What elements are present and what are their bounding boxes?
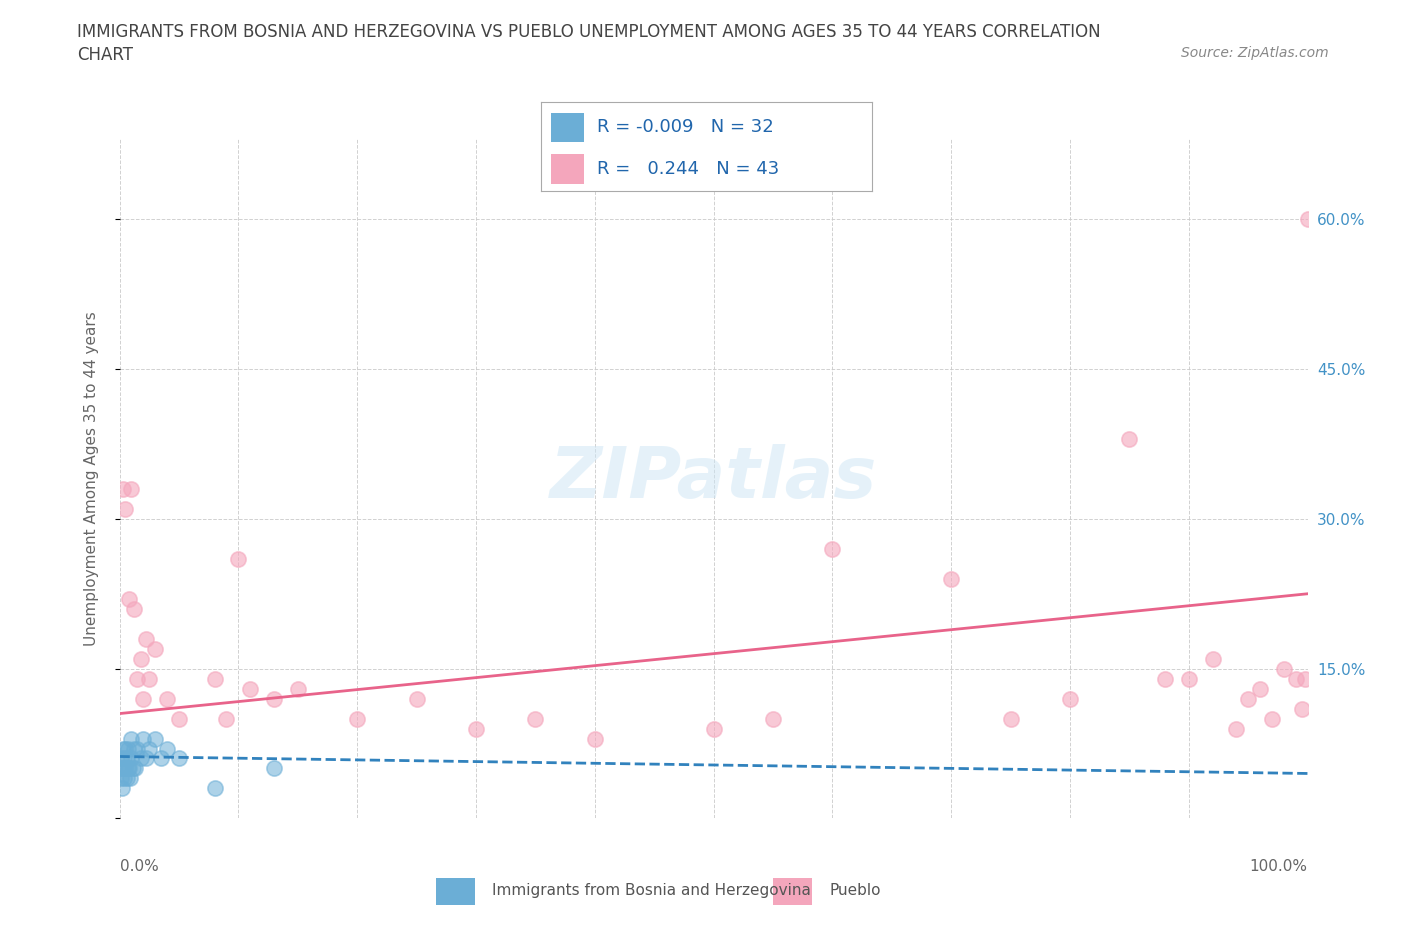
Point — [143, 642, 166, 657]
Point — [115, 771, 138, 786]
Point — [120, 482, 142, 497]
Point — [524, 711, 547, 726]
Point — [215, 711, 238, 726]
Point — [1154, 671, 1177, 686]
Text: Immigrants from Bosnia and Herzegovina: Immigrants from Bosnia and Herzegovina — [492, 883, 811, 898]
Point — [1285, 671, 1308, 686]
Point — [287, 681, 309, 696]
Text: CHART: CHART — [77, 46, 134, 64]
Point — [1261, 711, 1284, 726]
Point — [120, 751, 142, 766]
Point — [263, 761, 285, 776]
Point — [114, 761, 136, 776]
Point — [127, 741, 149, 756]
Point — [122, 741, 145, 756]
Point — [129, 651, 152, 666]
Point — [124, 761, 146, 776]
Point — [1118, 432, 1140, 446]
Point — [111, 781, 134, 796]
Y-axis label: Unemployment Among Ages 35 to 44 years: Unemployment Among Ages 35 to 44 years — [84, 312, 98, 646]
FancyBboxPatch shape — [551, 154, 585, 183]
Point — [117, 741, 139, 756]
Point — [167, 751, 190, 766]
Point — [821, 541, 844, 556]
Point — [132, 691, 155, 706]
Point — [1237, 691, 1260, 706]
Point — [135, 751, 157, 766]
FancyBboxPatch shape — [436, 878, 475, 905]
Point — [939, 571, 962, 586]
Point — [110, 771, 132, 786]
Point — [114, 741, 136, 756]
Point — [138, 741, 160, 756]
Point — [702, 721, 725, 736]
Point — [239, 681, 262, 696]
Point — [167, 711, 190, 726]
Point — [1178, 671, 1201, 686]
Point — [117, 761, 139, 776]
Point — [204, 671, 226, 686]
Point — [204, 781, 226, 796]
Point — [1296, 212, 1319, 227]
Point — [115, 751, 138, 766]
Point — [762, 711, 785, 726]
Point — [129, 751, 152, 766]
Point — [1201, 651, 1223, 666]
Text: 0.0%: 0.0% — [120, 859, 159, 874]
Point — [263, 691, 285, 706]
FancyBboxPatch shape — [773, 878, 813, 905]
Point — [122, 602, 145, 617]
Point — [150, 751, 173, 766]
Point — [132, 731, 155, 746]
Point — [114, 501, 136, 516]
Point — [1294, 671, 1316, 686]
Text: R = -0.009   N = 32: R = -0.009 N = 32 — [598, 118, 775, 136]
Point — [112, 482, 135, 497]
Text: Source: ZipAtlas.com: Source: ZipAtlas.com — [1181, 46, 1329, 60]
Text: 100.0%: 100.0% — [1250, 859, 1308, 874]
Point — [118, 591, 141, 606]
Point — [111, 761, 134, 776]
Point — [110, 751, 132, 766]
Point — [120, 771, 142, 786]
Text: ZIPatlas: ZIPatlas — [550, 445, 877, 513]
FancyBboxPatch shape — [551, 113, 585, 142]
Point — [135, 631, 157, 646]
Point — [118, 761, 141, 776]
Point — [120, 731, 142, 746]
Point — [464, 721, 488, 736]
Point — [228, 551, 250, 566]
Point — [156, 691, 179, 706]
Point — [156, 741, 179, 756]
Point — [138, 671, 160, 686]
Point — [1249, 681, 1271, 696]
Point — [1291, 701, 1313, 716]
Point — [583, 731, 606, 746]
Text: R =   0.244   N = 43: R = 0.244 N = 43 — [598, 160, 780, 178]
Point — [143, 731, 166, 746]
Point — [346, 711, 368, 726]
Point — [1000, 711, 1022, 726]
Point — [1059, 691, 1081, 706]
Text: IMMIGRANTS FROM BOSNIA AND HERZEGOVINA VS PUEBLO UNEMPLOYMENT AMONG AGES 35 TO 4: IMMIGRANTS FROM BOSNIA AND HERZEGOVINA V… — [77, 23, 1101, 41]
Point — [112, 761, 135, 776]
Point — [127, 671, 149, 686]
Point — [1225, 721, 1247, 736]
Point — [112, 771, 135, 786]
Point — [1272, 661, 1295, 676]
Point — [121, 761, 143, 776]
Point — [112, 751, 135, 766]
Text: Pueblo: Pueblo — [830, 883, 882, 898]
Point — [112, 741, 135, 756]
Point — [405, 691, 427, 706]
